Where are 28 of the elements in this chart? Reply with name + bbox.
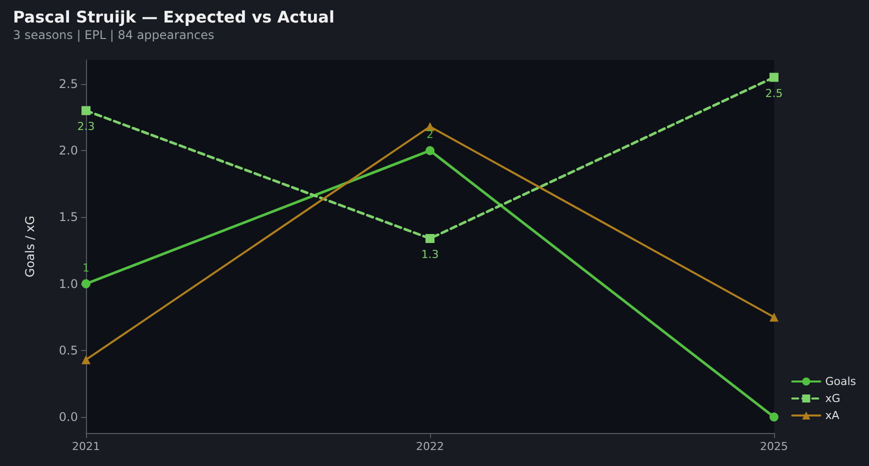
x-tick-label: 2025 <box>760 440 788 453</box>
point <box>770 412 778 422</box>
y-tick-label: 2.5 <box>58 76 78 91</box>
point <box>426 146 434 156</box>
point <box>770 312 778 322</box>
data-label: 2.5 <box>765 86 783 100</box>
x-tick-label: 2021 <box>72 440 100 453</box>
y-tick-label: 2.0 <box>58 144 78 158</box>
point <box>426 234 434 244</box>
point <box>82 279 90 288</box>
y-tick-label: 1.5 <box>58 210 78 224</box>
chart-title: Pascal Struijk — Expected vs Actual <box>13 8 334 26</box>
y-tick-label: 0.0 <box>58 410 78 424</box>
point <box>82 106 90 116</box>
data-label: 2.3 <box>77 120 95 134</box>
legend-label: xG <box>825 392 840 405</box>
data-label: 2 <box>426 128 434 142</box>
y-tick-label: 1.0 <box>58 276 78 291</box>
point <box>82 355 90 364</box>
legend-label: xA <box>825 409 840 422</box>
legend-label: Goals <box>825 375 856 388</box>
point <box>770 72 778 82</box>
y-tick-label: 0.5 <box>58 343 78 358</box>
data-label: 1.3 <box>421 248 439 262</box>
data-label: 1 <box>82 261 90 274</box>
chart-subtitle: 3 seasons | EPL | 84 appearances <box>13 28 214 42</box>
y-axis-title: Goals / xG <box>23 216 37 278</box>
x-tick-label: 2022 <box>416 440 444 453</box>
